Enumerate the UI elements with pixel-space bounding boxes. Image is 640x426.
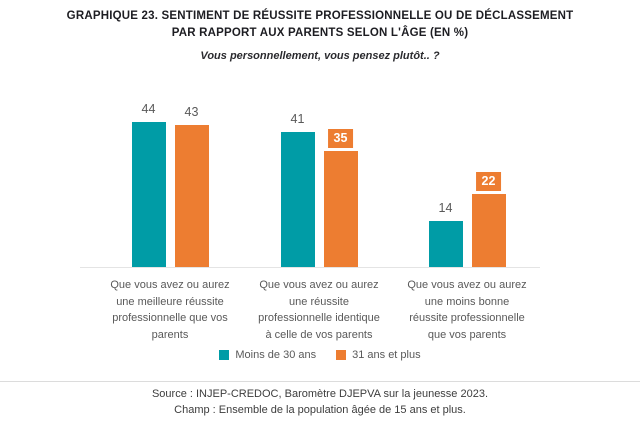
legend-item-moins-de-30-ans: Moins de 30 ans [219,349,316,361]
legend-swatch-icon [219,350,230,360]
bar-group3-moins-de-30-ans [428,221,463,267]
chart-subtitle: Vous personnellement, vous pensez plutôt… [200,50,440,62]
chart-title-line2: PAR RAPPORT AUX PARENTS SELON L'ÂGE (EN … [171,27,469,39]
legend-item-31-ans-et-plus: 31 ans et plus [336,349,421,361]
bar-group2-moins-de-30-ans [280,132,315,267]
x-axis-baseline [80,267,540,268]
legend-swatch-icon [336,350,347,360]
bar-group1-31-ans-et-plus [174,125,209,267]
category-label-3: Que vous avez ou aurez une moins bonne r… [407,279,527,341]
value-label-group2-moins-de-30-ans: 41 [290,112,305,126]
value-label-group3-moins-de-30-ans: 14 [438,201,453,215]
category-label-2: Que vous avez ou aurez une réussite prof… [258,279,380,341]
legend-label: 31 ans et plus [352,349,421,361]
footer-divider [0,381,640,382]
legend: Moins de 30 ans 31 ans et plus [0,349,640,361]
value-label-group1-moins-de-30-ans: 44 [141,102,156,116]
plot-area: 44 41 14 43 35 22 [80,102,540,268]
value-badge-group2-31-ans-et-plus: 35 [327,129,354,148]
bar-group1-moins-de-30-ans [131,122,166,267]
bar-group2-31-ans-et-plus [323,151,358,267]
chart-title-line1: GRAPHIQUE 23. SENTIMENT DE RÉUSSITE PROF… [66,10,574,22]
value-label-group1-31-ans-et-plus: 43 [184,105,199,119]
category-axis-labels: Que vous avez ou aurez une meilleure réu… [0,277,640,347]
legend-label: Moins de 30 ans [235,349,317,361]
champ-note: Champ : Ensemble de la population âgée d… [174,404,466,416]
bar-group3-31-ans-et-plus [471,194,506,267]
footer-notes: Source : INJEP-CREDOC, Baromètre DJEPVA … [0,386,640,418]
source-note: Source : INJEP-CREDOC, Baromètre DJEPVA … [151,388,489,400]
category-label-1: Que vous avez ou aurez une meilleure réu… [110,279,230,341]
value-badge-group3-31-ans-et-plus: 22 [475,172,502,191]
chart-title: GRAPHIQUE 23. SENTIMENT DE RÉUSSITE PROF… [0,8,640,42]
